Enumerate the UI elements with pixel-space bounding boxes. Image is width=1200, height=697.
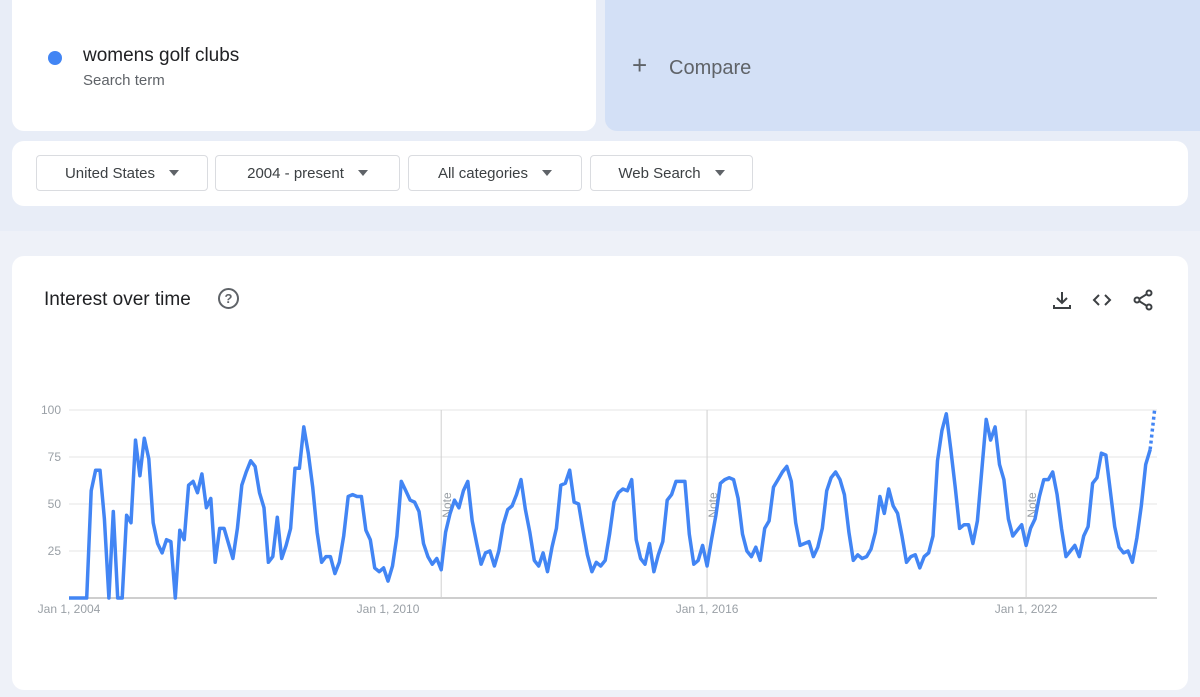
y-tick-label: 100: [41, 403, 61, 417]
category-label: All categories: [437, 164, 529, 182]
y-tick-label: 50: [48, 497, 62, 511]
card-title: Interest over time: [44, 289, 191, 310]
y-tick-label: 25: [48, 544, 62, 558]
caret-down-icon: [714, 170, 725, 176]
series-color-dot: [48, 51, 62, 65]
compare-button[interactable]: + Compare: [605, 0, 1200, 131]
download-icon[interactable]: [1050, 288, 1074, 312]
x-tick-label: Jan 1, 2016: [676, 602, 739, 616]
search-type-dropdown[interactable]: Web Search: [590, 155, 753, 191]
filter-bar: United States 2004 - present All categor…: [12, 141, 1188, 206]
category-dropdown[interactable]: All categories: [408, 155, 582, 191]
region-label: United States: [64, 164, 156, 182]
region-dropdown[interactable]: United States: [36, 155, 208, 191]
search-term-label: womens golf clubs: [83, 45, 240, 66]
search-term-card[interactable]: womens golf clubs Search term: [12, 0, 596, 131]
search-type-label: Web Search: [618, 164, 701, 182]
plus-icon: +: [632, 50, 648, 80]
caret-down-icon: [169, 170, 180, 176]
caret-down-icon: [542, 170, 553, 176]
caret-down-icon: [357, 170, 368, 176]
compare-label: Compare: [669, 57, 752, 79]
interest-over-time-card: Interest over time ?: [12, 256, 1188, 690]
time-range-label: 2004 - present: [247, 164, 344, 182]
help-icon[interactable]: ?: [218, 288, 239, 309]
x-tick-label: Jan 1, 2010: [357, 602, 420, 616]
share-icon[interactable]: [1131, 288, 1155, 312]
x-tick-label: Jan 1, 2004: [38, 602, 101, 616]
y-tick-label: 75: [48, 450, 62, 464]
embed-code-icon[interactable]: [1090, 288, 1114, 312]
time-range-dropdown[interactable]: 2004 - present: [215, 155, 400, 191]
search-term-sublabel: Search term: [83, 72, 165, 89]
series-line: [69, 412, 1152, 600]
x-tick-label: Jan 1, 2022: [995, 602, 1058, 616]
partial-data-segment: [1148, 409, 1157, 450]
